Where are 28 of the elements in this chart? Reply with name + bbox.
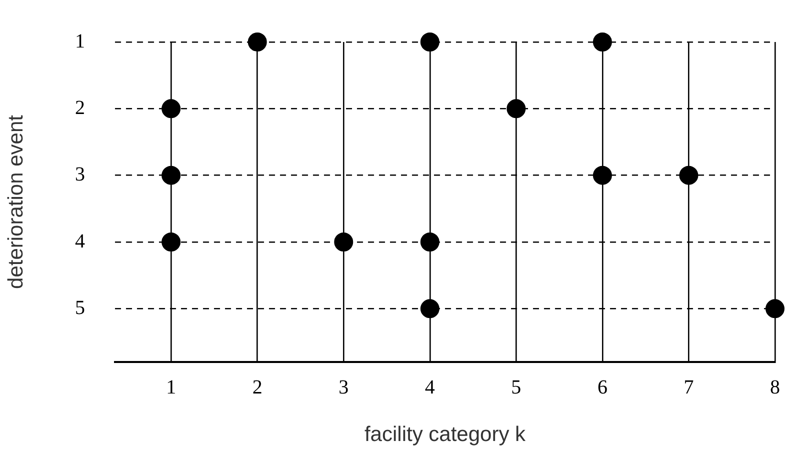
- y-tick-label: 4: [75, 230, 85, 252]
- point: [248, 32, 267, 52]
- point: [162, 166, 181, 185]
- y-tick-label: 2: [75, 96, 85, 119]
- x-axis-title: facility category k: [364, 423, 526, 446]
- y-tick-label: 3: [75, 164, 85, 186]
- x-tick-label: 8: [770, 376, 780, 398]
- point: [679, 166, 698, 185]
- point: [420, 32, 440, 52]
- point: [766, 299, 784, 318]
- point: [162, 99, 181, 118]
- x-tick-label: 4: [424, 376, 435, 398]
- point: [334, 232, 354, 252]
- x-tick-label: 7: [684, 376, 694, 398]
- x-tick-label: 3: [338, 376, 349, 398]
- point: [420, 299, 440, 318]
- y-tick-label: 1: [75, 30, 85, 52]
- point: [420, 232, 440, 252]
- x-tick-label: 2: [252, 376, 262, 398]
- y-axis-title: deterioration event: [4, 114, 28, 289]
- point: [592, 32, 612, 52]
- point: [162, 232, 181, 252]
- point: [592, 166, 612, 185]
- x-tick-label: 6: [597, 376, 608, 398]
- x-tick-label: 5: [511, 376, 522, 398]
- x-tick-label: 1: [166, 376, 176, 398]
- y-tick-label: 5: [75, 296, 85, 319]
- point: [506, 99, 526, 118]
